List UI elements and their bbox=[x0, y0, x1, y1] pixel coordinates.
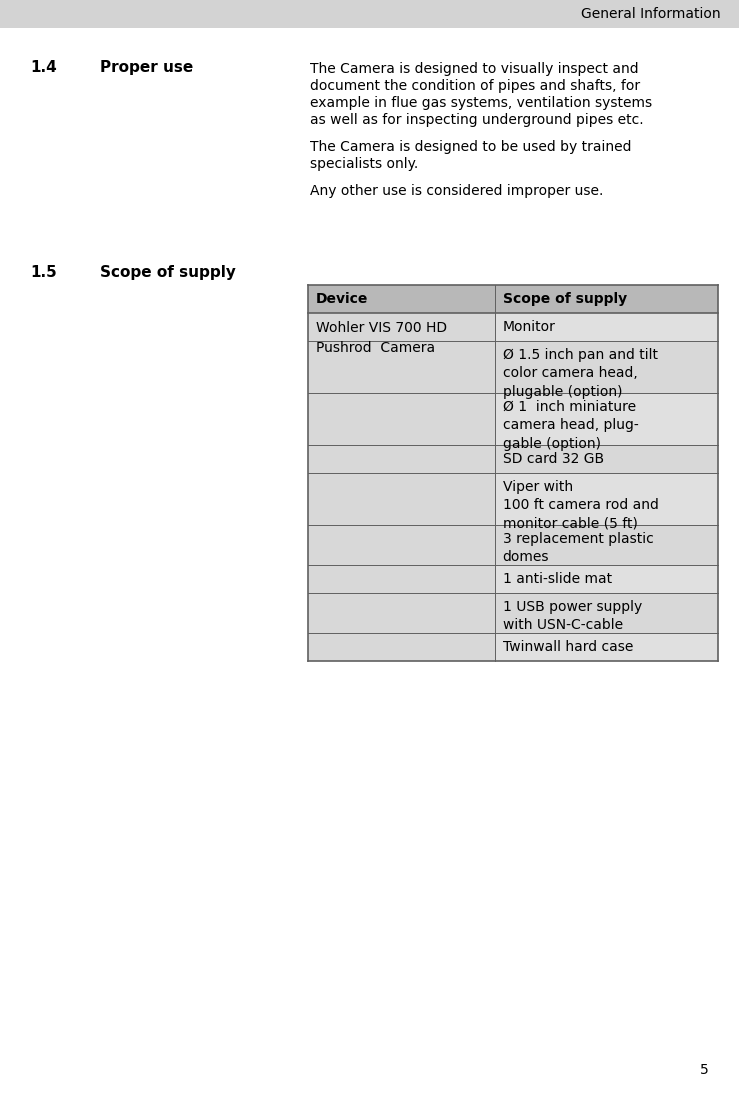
Text: 3 replacement plastic
domes: 3 replacement plastic domes bbox=[503, 532, 653, 564]
Bar bbox=[0, 0, 739, 28]
Text: General Information: General Information bbox=[582, 7, 721, 21]
Bar bbox=[494, 393, 718, 445]
Bar bbox=[494, 473, 718, 525]
Bar bbox=[494, 633, 718, 661]
Text: Proper use: Proper use bbox=[100, 60, 194, 75]
Bar bbox=[308, 285, 718, 661]
Text: Any other use is considered improper use.: Any other use is considered improper use… bbox=[310, 184, 603, 198]
Text: 1.5: 1.5 bbox=[30, 265, 57, 280]
Text: as well as for inspecting underground pipes etc.: as well as for inspecting underground pi… bbox=[310, 113, 644, 127]
Text: Scope of supply: Scope of supply bbox=[503, 292, 627, 306]
Text: Device: Device bbox=[316, 292, 368, 306]
Text: example in flue gas systems, ventilation systems: example in flue gas systems, ventilation… bbox=[310, 96, 652, 110]
Text: Viper with
100 ft camera rod and
monitor cable (5 ft): Viper with 100 ft camera rod and monitor… bbox=[503, 480, 658, 531]
Text: 1.4: 1.4 bbox=[30, 60, 57, 75]
Text: Monitor: Monitor bbox=[503, 320, 556, 334]
Text: Scope of supply: Scope of supply bbox=[100, 265, 236, 280]
Text: 1 anti-slide mat: 1 anti-slide mat bbox=[503, 572, 612, 586]
Text: The Camera is designed to be used by trained: The Camera is designed to be used by tra… bbox=[310, 140, 632, 154]
Text: The Camera is designed to visually inspect and: The Camera is designed to visually inspe… bbox=[310, 62, 638, 77]
Text: document the condition of pipes and shafts, for: document the condition of pipes and shaf… bbox=[310, 79, 640, 93]
Text: 5: 5 bbox=[701, 1063, 709, 1077]
Text: Wohler VIS 700 HD
Pushrod  Camera: Wohler VIS 700 HD Pushrod Camera bbox=[316, 321, 447, 354]
Text: specialists only.: specialists only. bbox=[310, 157, 418, 171]
Text: Twinwall hard case: Twinwall hard case bbox=[503, 640, 633, 654]
Bar bbox=[494, 313, 718, 341]
Bar bbox=[308, 285, 718, 313]
Text: Ø 1  inch miniature
camera head, plug-
gable (option): Ø 1 inch miniature camera head, plug- ga… bbox=[503, 400, 638, 450]
Text: SD card 32 GB: SD card 32 GB bbox=[503, 453, 604, 466]
Text: Ø 1.5 inch pan and tilt
color camera head,
plugable (option): Ø 1.5 inch pan and tilt color camera hea… bbox=[503, 348, 658, 399]
Text: 1 USB power supply
with USN-C-cable: 1 USB power supply with USN-C-cable bbox=[503, 600, 641, 633]
Bar bbox=[494, 565, 718, 593]
